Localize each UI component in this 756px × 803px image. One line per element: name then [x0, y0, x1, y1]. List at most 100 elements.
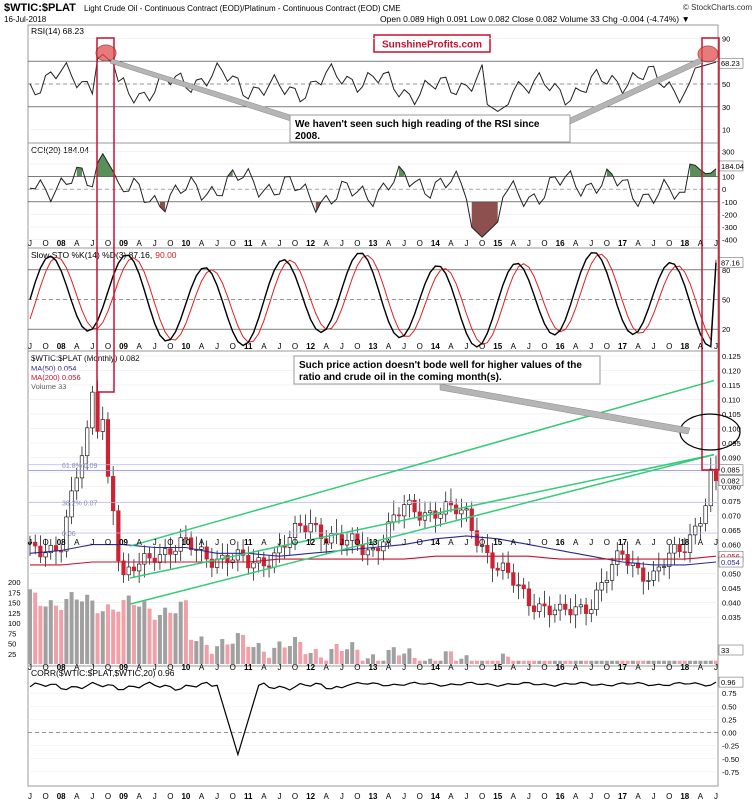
x-label-mid: J	[465, 342, 469, 351]
x-label-price: J	[340, 538, 344, 547]
candle-body	[474, 530, 480, 546]
rsi-peak-circle-2008	[95, 44, 117, 62]
brand-text: SunshineProfits.com	[382, 40, 482, 51]
candle-body	[677, 544, 682, 553]
volume-bar	[74, 599, 79, 664]
sto-tick: 50	[722, 296, 730, 305]
volume-bar	[355, 649, 360, 664]
fib-value-tag: 0.085	[721, 466, 740, 475]
candle-body	[480, 544, 485, 547]
x-label-price: O	[354, 538, 360, 547]
x-label-price: O	[230, 538, 236, 547]
x-label-bottom: A	[573, 792, 579, 801]
volume-bar	[189, 639, 194, 664]
x-label-mid: A	[511, 342, 517, 351]
x-label-price-bottom: A	[511, 663, 517, 672]
x-label-price-bottom: J	[215, 663, 219, 672]
volume-bar	[537, 660, 542, 664]
x-label-mid: A	[698, 342, 704, 351]
volume-bar	[448, 651, 453, 664]
volume-bar	[677, 660, 682, 664]
rsi-tick: 50	[722, 80, 730, 89]
candle-body	[661, 566, 667, 568]
cci-overbought-fill	[399, 166, 405, 177]
x-label-price-bottom: J	[340, 663, 344, 672]
sto-k-line	[29, 252, 717, 348]
candle-body	[646, 580, 651, 582]
price-tick: 0.075	[722, 497, 741, 506]
x-label-bottom: 18	[680, 792, 689, 801]
volume-bar	[267, 657, 272, 664]
x-label-bottom: O	[479, 792, 485, 801]
price-label: $WTIC:$PLAT (Monthly) 0.082	[31, 354, 140, 363]
x-label-price-bottom: O	[105, 663, 111, 672]
x-label-mid: 18	[680, 342, 689, 351]
x-label-price-bottom: J	[28, 663, 32, 672]
x-label-mid: O	[604, 342, 610, 351]
volume-bar	[339, 651, 344, 664]
candle-body	[615, 550, 620, 565]
volume-bar	[433, 660, 438, 664]
candle-body	[365, 549, 370, 556]
candle-body	[506, 562, 511, 573]
x-label-bottom: J	[714, 792, 718, 801]
volume-bar	[246, 646, 251, 664]
x-label-price: 11	[244, 538, 253, 547]
volume-bar	[610, 660, 615, 664]
x-label-upper: 10	[181, 239, 190, 248]
x-label-mid: 10	[181, 342, 190, 351]
candle-body	[64, 516, 69, 552]
candle-body	[635, 562, 641, 569]
x-label-mid: O	[105, 342, 111, 351]
x-label-price-bottom: O	[292, 663, 298, 672]
volume-bar	[469, 660, 474, 664]
x-label-price: O	[417, 538, 423, 547]
x-label-price-bottom: 10	[181, 663, 190, 672]
x-label-bottom: O	[417, 792, 423, 801]
x-label-upper: 09	[119, 239, 128, 248]
x-label-upper: 08	[57, 239, 66, 248]
x-label-mid: A	[324, 342, 330, 351]
volume-bar	[334, 644, 339, 664]
x-label-price-bottom: A	[698, 663, 704, 672]
sto-tick: 20	[722, 325, 730, 334]
candle-body	[318, 524, 324, 539]
price-tick: 0.090	[722, 454, 741, 463]
candle-body	[308, 522, 313, 533]
volume-bar	[272, 647, 277, 664]
x-label-price: J	[215, 538, 219, 547]
volume-bar	[116, 611, 121, 664]
cci-tick: -100	[722, 198, 737, 207]
candle-body	[225, 554, 230, 564]
x-label-price: J	[589, 538, 593, 547]
x-label-upper: A	[511, 239, 517, 248]
x-label-upper: J	[277, 239, 281, 248]
candle-body	[713, 468, 719, 482]
volume-bar	[95, 613, 100, 664]
corr-line	[29, 681, 717, 757]
candle-body	[173, 550, 178, 555]
chart-plot-area: 90705030103002001000-100-200-300-4008050…	[8, 34, 744, 801]
volume-bar	[625, 660, 630, 664]
volume-bar	[183, 600, 188, 664]
candle-body	[240, 549, 246, 556]
volume-bar	[43, 606, 48, 664]
x-label-mid: A	[386, 342, 392, 351]
x-label-price-bottom: O	[354, 663, 360, 672]
cci-tick: 300	[722, 147, 735, 156]
x-label-upper: 13	[369, 239, 378, 248]
volume-bar	[422, 660, 427, 664]
candle-body	[256, 557, 261, 564]
x-label-price-bottom: 18	[680, 663, 689, 672]
cci-tick: 0	[722, 185, 726, 194]
cci-tick: -400	[722, 236, 737, 245]
volume-bar	[64, 599, 69, 664]
candle-body	[131, 566, 137, 572]
x-label-upper: A	[386, 239, 392, 248]
volume-bar	[313, 649, 318, 664]
candle-body	[412, 499, 417, 513]
x-label-upper: A	[448, 239, 454, 248]
x-label-price-bottom: A	[635, 663, 641, 672]
corr-value-tag-bg	[718, 676, 744, 688]
cci-oversold-fill	[471, 201, 498, 238]
